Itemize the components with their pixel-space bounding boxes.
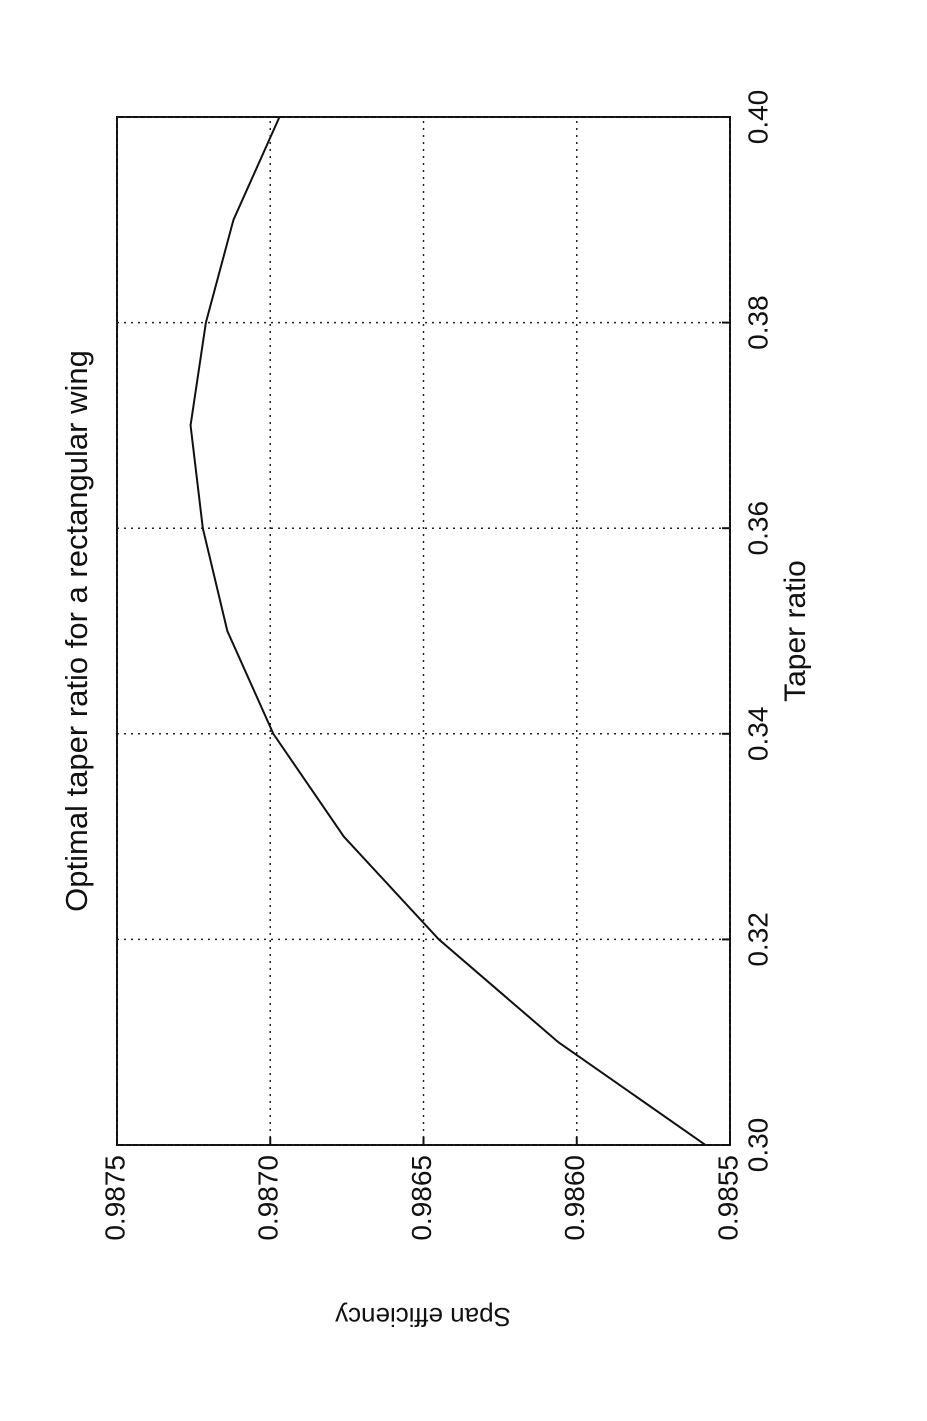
y-tick-label: 0.9860 [559,1155,590,1241]
x-tick-label: 0.36 [742,501,773,556]
chart-title: Optimal taper ratio for a rectangular wi… [59,350,94,912]
x-tick-label: 0.30 [742,1118,773,1173]
y-tick-label: 0.9875 [99,1155,130,1241]
y-tick-label: 0.9865 [406,1155,437,1241]
x-axis-label: Taper ratio [779,560,812,702]
x-tick-label: 0.34 [742,707,773,762]
y-tick-label: 0.9855 [712,1155,743,1241]
x-tick-label: 0.38 [742,295,773,350]
x-tick-label: 0.40 [742,90,773,145]
y-tick-label: 0.9870 [253,1155,284,1241]
x-tick-label: 0.32 [742,912,773,967]
rotated-plot: Optimal taper ratio for a rectangular wi… [59,90,812,1332]
y-axis-label: Span efficiency [335,1302,511,1332]
data-line [189,116,707,1146]
